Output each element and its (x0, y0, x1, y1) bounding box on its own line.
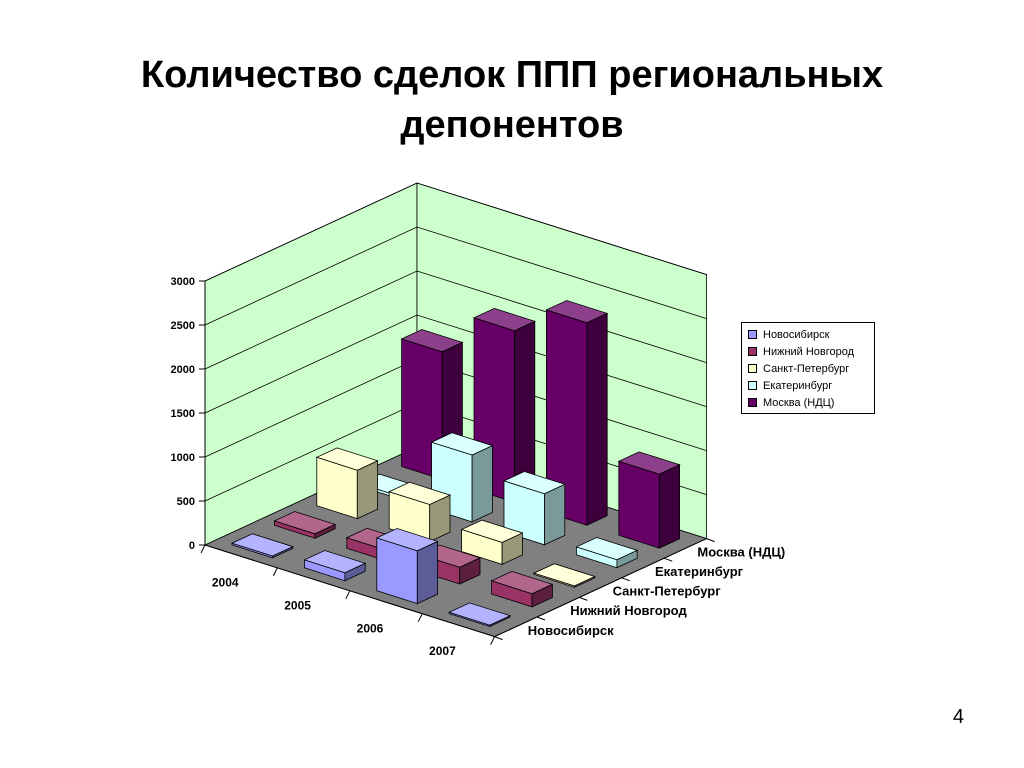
legend-item: Санкт-Петербург (748, 360, 874, 377)
legend-swatch (748, 381, 757, 390)
y-tick-label: 1000 (171, 452, 195, 464)
depth-tick-label: Москва (НДЦ) (697, 544, 785, 559)
legend-label: Москва (НДЦ) (763, 396, 835, 409)
depth-axis-line (494, 538, 707, 638)
x-tick (345, 590, 351, 600)
bar-side (658, 464, 680, 549)
bar-top (575, 537, 639, 561)
x-tick-label: 2007 (429, 644, 456, 658)
bar-top (430, 432, 494, 456)
y-tick-label: 3000 (171, 276, 195, 288)
legend-label: Новосибирск (763, 328, 830, 341)
slide-title: Количество сделок ППП региональных депон… (0, 50, 1024, 150)
page-number: 4 (952, 706, 964, 728)
y-tick-label: 2000 (171, 364, 195, 376)
bar-top (617, 451, 681, 475)
bar-top (460, 519, 524, 543)
bar-top (448, 602, 512, 626)
legend-item: Екатеринбург (748, 377, 874, 394)
bar-top (545, 300, 609, 324)
depth-tick-label: Санкт-Петербург (613, 584, 722, 599)
x-tick-label: 2004 (212, 575, 239, 589)
slide-title-line-1: Количество сделок ППП региональных (140, 54, 884, 96)
gridline (204, 270, 707, 370)
depth-tick (579, 596, 588, 601)
gridline (204, 314, 707, 414)
bar-top (230, 533, 294, 557)
depth-tick-label: Новосибирск (528, 623, 614, 638)
y-tick-label: 500 (177, 496, 195, 508)
x-tick (490, 636, 496, 645)
bar-side (356, 460, 379, 520)
bar-top (315, 447, 379, 471)
depth-tick (494, 636, 503, 641)
bar-top (375, 528, 439, 552)
y-tick-label: 0 (189, 540, 195, 552)
bar-top (303, 550, 367, 574)
gridline (204, 182, 707, 282)
depth-tick (706, 538, 715, 543)
bar-top (472, 307, 536, 332)
bar-top (532, 563, 596, 587)
bar-front (618, 460, 660, 549)
bar-side (416, 540, 439, 605)
depth-tick-label: Екатеринбург (655, 564, 744, 579)
x-tick-label: 2005 (284, 598, 311, 612)
gridline (204, 226, 707, 326)
depth-tick (664, 557, 673, 562)
legend-label: Нижний Новгород (763, 345, 855, 358)
bar-top (400, 329, 464, 353)
chart-legend: Новосибирск Нижний Новгород Санкт-Петербур… (741, 322, 875, 414)
legend-item: Москва (НДЦ) (748, 394, 874, 411)
depth-tick (536, 616, 546, 621)
legend-swatch (748, 364, 757, 373)
legend-label: Санкт-Петербург (763, 362, 850, 375)
legend-swatch (748, 330, 757, 339)
legend-label: Екатеринбург (763, 379, 833, 392)
bar-side (586, 312, 608, 526)
legend-swatch (748, 398, 757, 407)
legend-item: Новосибирск (748, 326, 874, 343)
bar-side (544, 483, 566, 546)
x-tick-label: 2006 (357, 621, 384, 635)
bar-top (490, 570, 554, 595)
y-tick-label: 1500 (171, 408, 195, 420)
x-tick (200, 544, 206, 554)
bar-side (471, 444, 493, 523)
depth-tick (621, 577, 630, 582)
x-tick (417, 613, 423, 622)
y-tick-label: 2500 (171, 320, 195, 332)
bar-top (273, 511, 337, 535)
legend-swatch (748, 347, 757, 356)
legend-item: Нижний Новгород (748, 343, 874, 360)
bar-top (502, 471, 566, 495)
bar-top (388, 481, 452, 505)
depth-tick-label: Нижний Новгород (570, 603, 687, 618)
slide-title-line-2: депонентов (400, 104, 624, 146)
x-tick (272, 567, 278, 577)
